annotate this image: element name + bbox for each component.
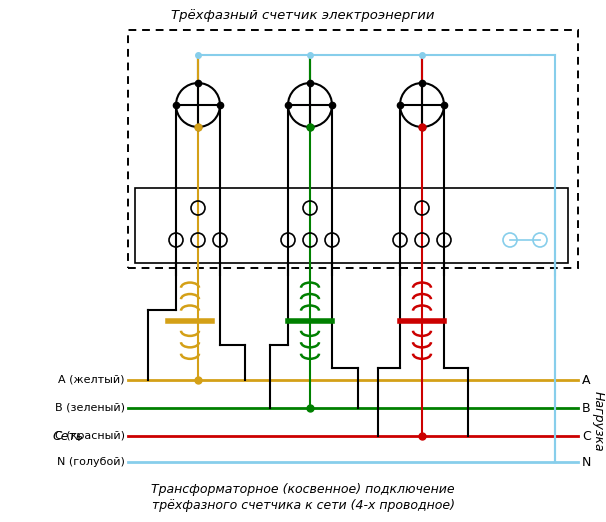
- Bar: [135, 188, 568, 263]
- Text: Трансформаторное (косвенное) подключение: Трансформаторное (косвенное) подключение: [151, 483, 455, 496]
- Bar: [128, 30, 578, 268]
- Text: N: N: [582, 456, 591, 469]
- Text: С (красный): С (красный): [55, 431, 125, 441]
- Text: Нагрузка: Нагрузка: [591, 390, 605, 452]
- Text: А: А: [582, 374, 590, 386]
- Text: N (голубой): N (голубой): [57, 457, 125, 467]
- Text: трёхфазного счетчика к сети (4-х проводное): трёхфазного счетчика к сети (4-х проводн…: [152, 499, 454, 512]
- Text: В (зеленый): В (зеленый): [55, 403, 125, 413]
- Text: Сеть: Сеть: [53, 430, 84, 443]
- Text: А (желтый): А (желтый): [59, 375, 125, 385]
- Text: С: С: [582, 430, 591, 443]
- Text: В: В: [582, 401, 591, 414]
- Text: Трёхфазный счетчик электроэнергии: Трёхфазный счетчик электроэнергии: [171, 9, 435, 22]
